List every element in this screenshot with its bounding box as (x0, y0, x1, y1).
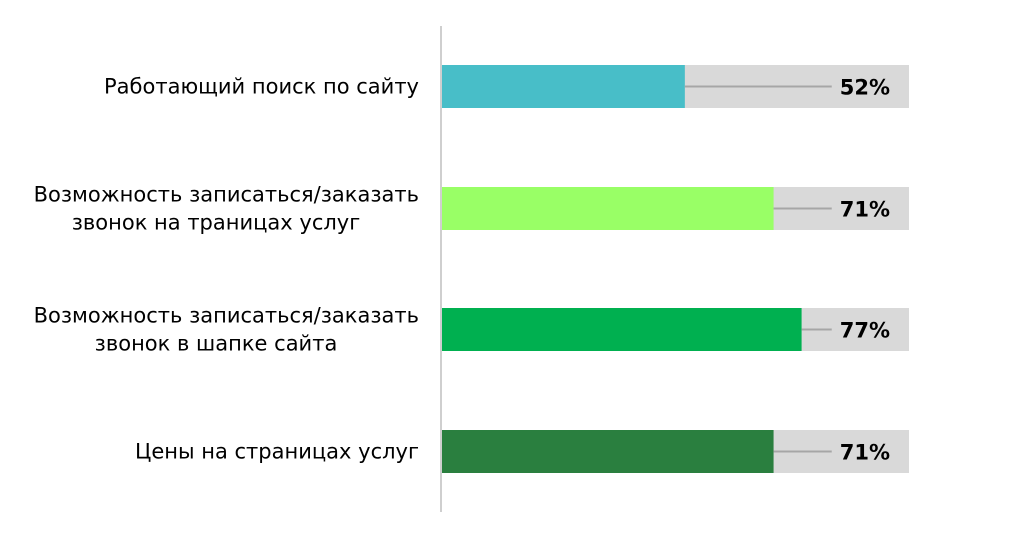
category-label: Работающий поиск по сайту (104, 75, 419, 99)
data-label: 71% (840, 441, 890, 465)
category-label: Возможность записаться/заказать (34, 304, 419, 328)
bars-group: 52% Работающий поиск по сайту 71% Возможнос… (34, 65, 909, 473)
bar (442, 430, 774, 473)
category-label: Возможность записаться/заказать (34, 183, 419, 207)
data-label: 71% (840, 198, 890, 222)
data-label: 52% (840, 76, 890, 100)
bar (442, 65, 685, 108)
bar (442, 308, 802, 351)
category-label: звонок на траницах услуг (72, 211, 361, 235)
category-label: звонок в шапке сайта (95, 332, 338, 356)
bar (442, 187, 774, 230)
category-label: Цены на страницах услуг (135, 440, 419, 464)
data-label: 77% (840, 319, 890, 343)
